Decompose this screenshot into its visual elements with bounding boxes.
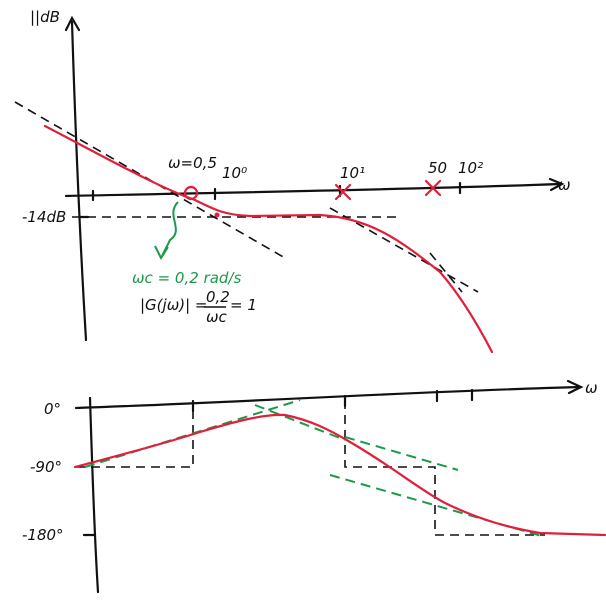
phase-plot: 0° -90° -180° ω — [22, 379, 606, 594]
y-tick-label: 0° — [44, 400, 61, 418]
x-axis — [64, 182, 562, 198]
equation: |G(jω)| = — [140, 296, 208, 314]
phase-curve — [73, 413, 606, 537]
arrow — [161, 201, 179, 257]
magnitude-curve — [43, 124, 494, 354]
y-axis — [70, 20, 88, 342]
arrow-head — [154, 245, 169, 261]
tick-label: ω=0,5 — [168, 154, 217, 172]
tick-label: 50 — [428, 159, 447, 177]
x-label: ω — [585, 379, 598, 397]
crossover-label: ωc = 0,2 rad/s — [132, 269, 241, 287]
y-label: ||dB — [30, 8, 60, 26]
axis-arrow — [548, 177, 565, 192]
level-label: -14dB — [22, 208, 66, 226]
equation: = 1 — [230, 296, 257, 314]
equation: 0,2 — [206, 288, 230, 306]
equation: ωc — [206, 308, 228, 326]
tick-label: 10² — [458, 159, 483, 177]
x-label: ω — [558, 176, 571, 194]
asymptote — [76, 400, 545, 536]
axis-arrow — [566, 379, 584, 395]
tick-label: 10⁰ — [222, 164, 247, 182]
y-tick-label: -90° — [30, 458, 62, 476]
magnitude-plot: ||dB ω -14dB ω=0,5 10⁰ 10¹ 50 10² ωc = 0… — [14, 8, 571, 354]
pole-marker — [334, 179, 442, 201]
x-axis — [74, 385, 582, 410]
ticks — [82, 388, 474, 537]
y-axis — [88, 396, 100, 594]
asymptote — [329, 207, 479, 293]
axis-arrow — [64, 15, 81, 32]
tick-label: 10¹ — [340, 164, 365, 182]
ticks — [78, 181, 462, 219]
crossover-marker — [183, 185, 199, 201]
y-tick-label: -180° — [22, 526, 64, 544]
point — [214, 212, 220, 218]
